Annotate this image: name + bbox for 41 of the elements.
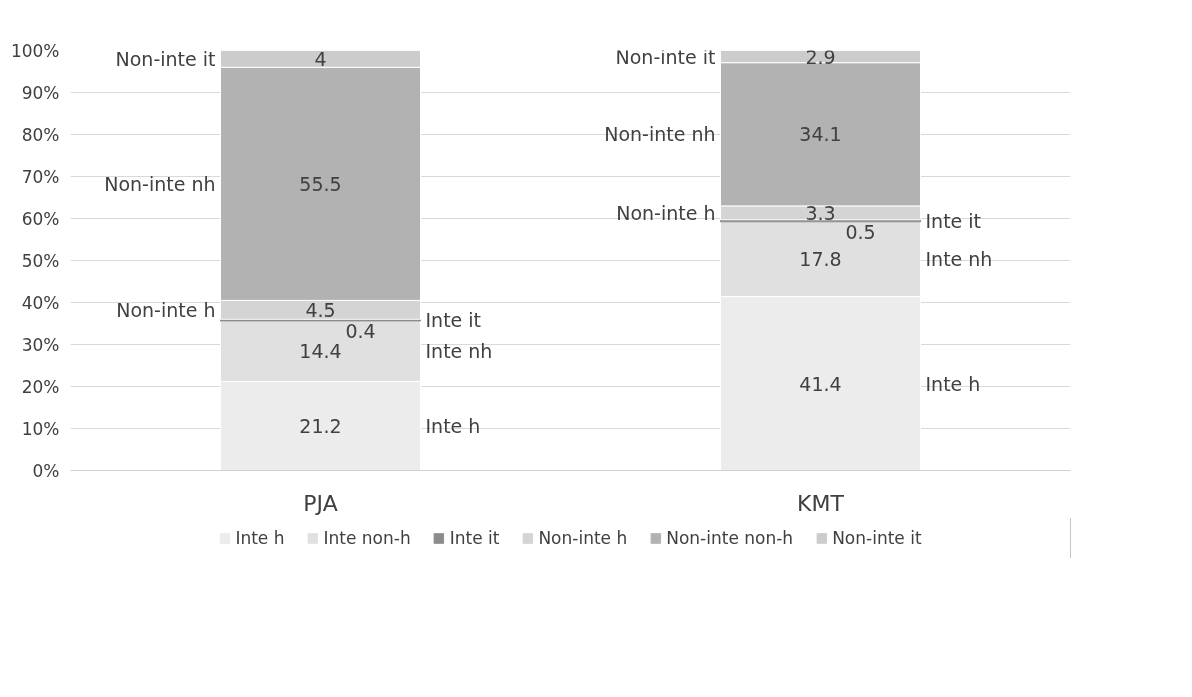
data-label: 21.2: [299, 414, 342, 437]
y-tick-label: 10%: [21, 418, 60, 439]
annotation: Inte it: [425, 309, 482, 332]
annotation: Inte h: [425, 414, 481, 437]
annotation: Inte it: [925, 209, 982, 232]
y-tick-label: 0%: [32, 460, 60, 481]
data-label: 4: [314, 47, 327, 70]
annotation: Non-inte nh: [604, 123, 716, 146]
y-tick-label: 70%: [21, 166, 60, 187]
y-tick-label: 100%: [10, 40, 60, 61]
legend-label: Inte non-h: [323, 528, 411, 548]
annotation: Inte nh: [425, 340, 493, 363]
y-tick-label: 30%: [21, 334, 60, 355]
x-tick-label: KMT: [797, 490, 845, 516]
annotation: Non-inte nh: [104, 172, 216, 195]
x-tick-label: PJA: [303, 490, 338, 516]
y-tick-label: 60%: [21, 208, 60, 229]
annotation: Non-inte it: [115, 47, 216, 70]
data-label: 34.1: [799, 123, 842, 146]
y-tick-label: 50%: [21, 250, 60, 271]
data-label: 41.4: [799, 372, 842, 395]
annotation: Inte h: [925, 372, 981, 395]
legend-label: Inte h: [235, 528, 285, 548]
y-tick-label: 80%: [21, 124, 60, 145]
y-tick-label: 40%: [21, 292, 60, 313]
legend-label: Non-inte non-h: [666, 528, 794, 548]
data-label: 3.3: [805, 201, 836, 224]
data-label: 17.8: [799, 248, 842, 271]
legend-label: Non-inte h: [538, 528, 628, 548]
annotation: Non-inte h: [116, 298, 216, 321]
y-tick-label: 90%: [21, 82, 60, 103]
data-label: 0.4: [345, 320, 376, 343]
annotation: Inte nh: [925, 248, 993, 271]
data-label: 55.5: [299, 172, 342, 195]
y-tick-label: 20%: [21, 376, 60, 397]
legend-label: Non-inte it: [832, 528, 922, 548]
legend-label: Inte it: [449, 528, 500, 548]
data-label: 14.4: [299, 340, 342, 363]
data-label: 4.5: [305, 298, 336, 321]
annotation: Non-inte h: [616, 201, 716, 224]
data-label: 0.5: [845, 220, 876, 243]
